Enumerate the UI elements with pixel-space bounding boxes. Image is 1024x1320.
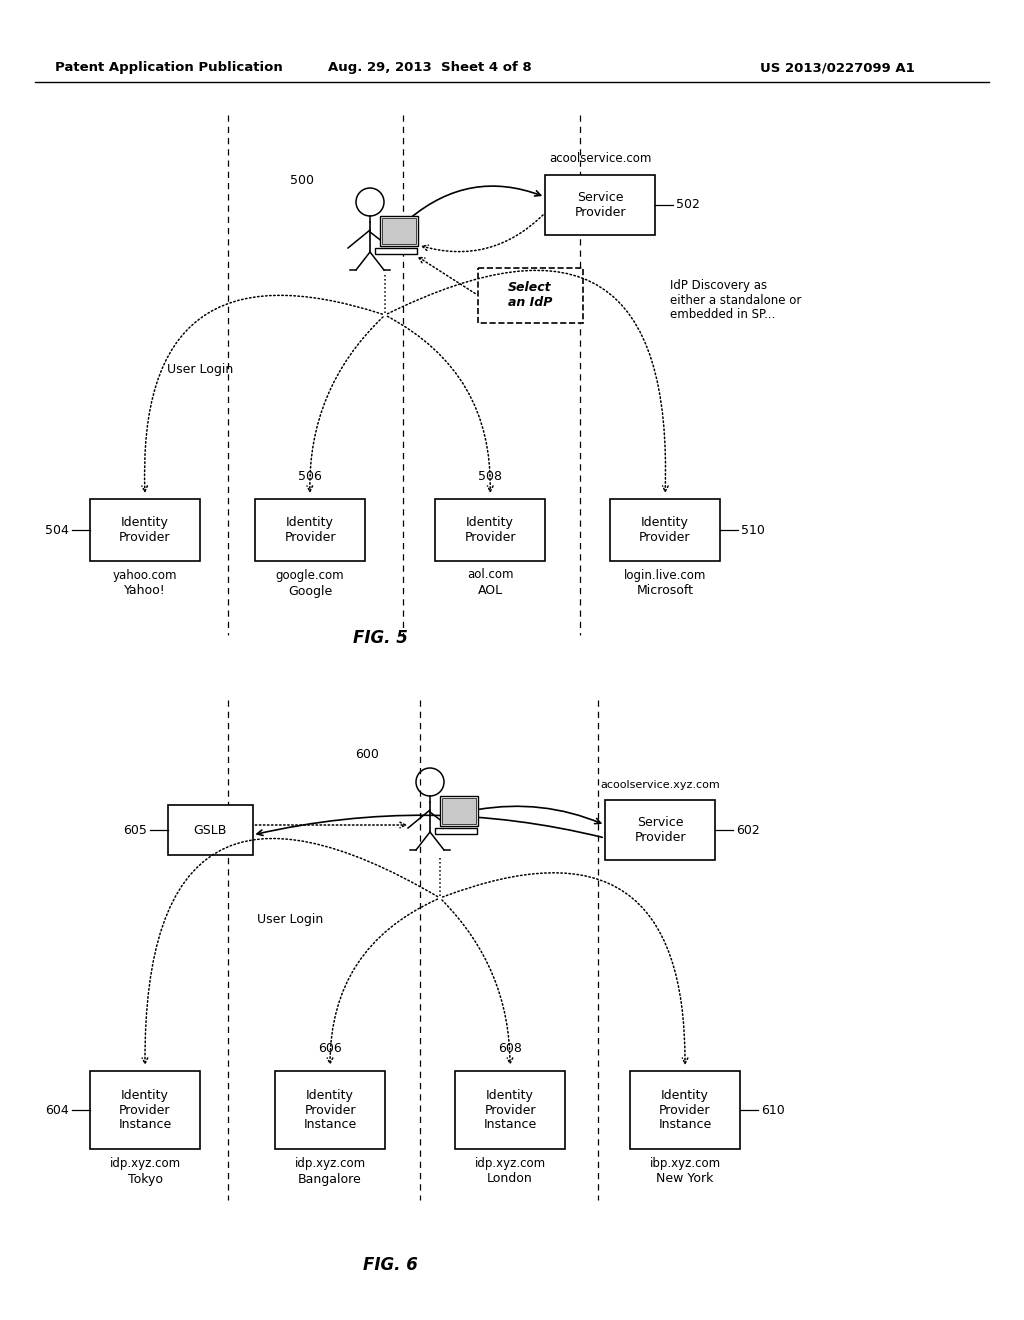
- Text: aol.com: aol.com: [467, 569, 513, 582]
- Text: Bangalore: Bangalore: [298, 1172, 361, 1185]
- Bar: [90, 499, 200, 561]
- Text: AOL: AOL: [477, 585, 503, 598]
- Text: Service
Provider: Service Provider: [574, 191, 626, 219]
- Text: 500: 500: [290, 173, 314, 186]
- Text: User Login: User Login: [167, 363, 233, 376]
- Text: 604: 604: [45, 1104, 69, 1117]
- Text: yahoo.com: yahoo.com: [113, 569, 177, 582]
- Text: Identity
Provider
Instance: Identity Provider Instance: [303, 1089, 356, 1131]
- Bar: [382, 218, 416, 244]
- Text: London: London: [487, 1172, 532, 1185]
- Text: 600: 600: [355, 748, 379, 762]
- Text: FIG. 5: FIG. 5: [352, 630, 408, 647]
- Text: Service
Provider: Service Provider: [634, 816, 686, 843]
- Text: Aug. 29, 2013  Sheet 4 of 8: Aug. 29, 2013 Sheet 4 of 8: [328, 62, 531, 74]
- Bar: [605, 800, 715, 861]
- Text: idp.xyz.com: idp.xyz.com: [295, 1156, 366, 1170]
- Text: acoolservice.com: acoolservice.com: [549, 152, 651, 165]
- Text: idp.xyz.com: idp.xyz.com: [110, 1156, 180, 1170]
- Text: User Login: User Login: [257, 913, 324, 927]
- Bar: [90, 1071, 200, 1148]
- Bar: [442, 799, 476, 824]
- Text: google.com: google.com: [275, 569, 344, 582]
- Text: Tokyo: Tokyo: [128, 1172, 163, 1185]
- Text: Identity
Provider: Identity Provider: [464, 516, 516, 544]
- Text: login.live.com: login.live.com: [624, 569, 707, 582]
- Text: 608: 608: [498, 1043, 522, 1056]
- Bar: [440, 796, 478, 826]
- Text: 606: 606: [318, 1043, 342, 1056]
- Text: Identity
Provider: Identity Provider: [119, 516, 171, 544]
- Text: 602: 602: [736, 824, 760, 837]
- Text: GSLB: GSLB: [194, 824, 226, 837]
- Bar: [375, 248, 417, 253]
- Text: Google: Google: [288, 585, 332, 598]
- Text: Select
an IdP: Select an IdP: [508, 281, 552, 309]
- Text: New York: New York: [656, 1172, 714, 1185]
- Bar: [380, 216, 418, 246]
- Bar: [255, 499, 365, 561]
- Text: Identity
Provider: Identity Provider: [639, 516, 691, 544]
- Text: Identity
Provider
Instance: Identity Provider Instance: [483, 1089, 537, 1131]
- Text: Identity
Provider
Instance: Identity Provider Instance: [658, 1089, 712, 1131]
- Bar: [610, 499, 720, 561]
- Text: IdP Discovery as
either a standalone or
embedded in SP...: IdP Discovery as either a standalone or …: [670, 279, 802, 322]
- Bar: [275, 1071, 385, 1148]
- Text: ibp.xyz.com: ibp.xyz.com: [649, 1156, 721, 1170]
- Text: 508: 508: [478, 470, 502, 483]
- Bar: [455, 1071, 565, 1148]
- Bar: [435, 499, 545, 561]
- Text: 506: 506: [298, 470, 322, 483]
- Text: 510: 510: [741, 524, 765, 536]
- Text: Yahoo!: Yahoo!: [124, 585, 166, 598]
- Text: Microsoft: Microsoft: [637, 585, 693, 598]
- Text: US 2013/0227099 A1: US 2013/0227099 A1: [760, 62, 914, 74]
- Bar: [477, 268, 583, 322]
- Bar: [168, 805, 253, 855]
- Text: Patent Application Publication: Patent Application Publication: [55, 62, 283, 74]
- Text: idp.xyz.com: idp.xyz.com: [474, 1156, 546, 1170]
- Text: 605: 605: [123, 824, 146, 837]
- Bar: [435, 828, 477, 834]
- Text: FIG. 6: FIG. 6: [362, 1257, 418, 1274]
- Text: 504: 504: [45, 524, 69, 536]
- Text: Identity
Provider: Identity Provider: [285, 516, 336, 544]
- Text: 502: 502: [676, 198, 699, 211]
- Bar: [545, 176, 655, 235]
- Text: Identity
Provider
Instance: Identity Provider Instance: [119, 1089, 172, 1131]
- Text: acoolservice.xyz.com: acoolservice.xyz.com: [600, 780, 720, 789]
- Text: 610: 610: [761, 1104, 784, 1117]
- Bar: [630, 1071, 740, 1148]
